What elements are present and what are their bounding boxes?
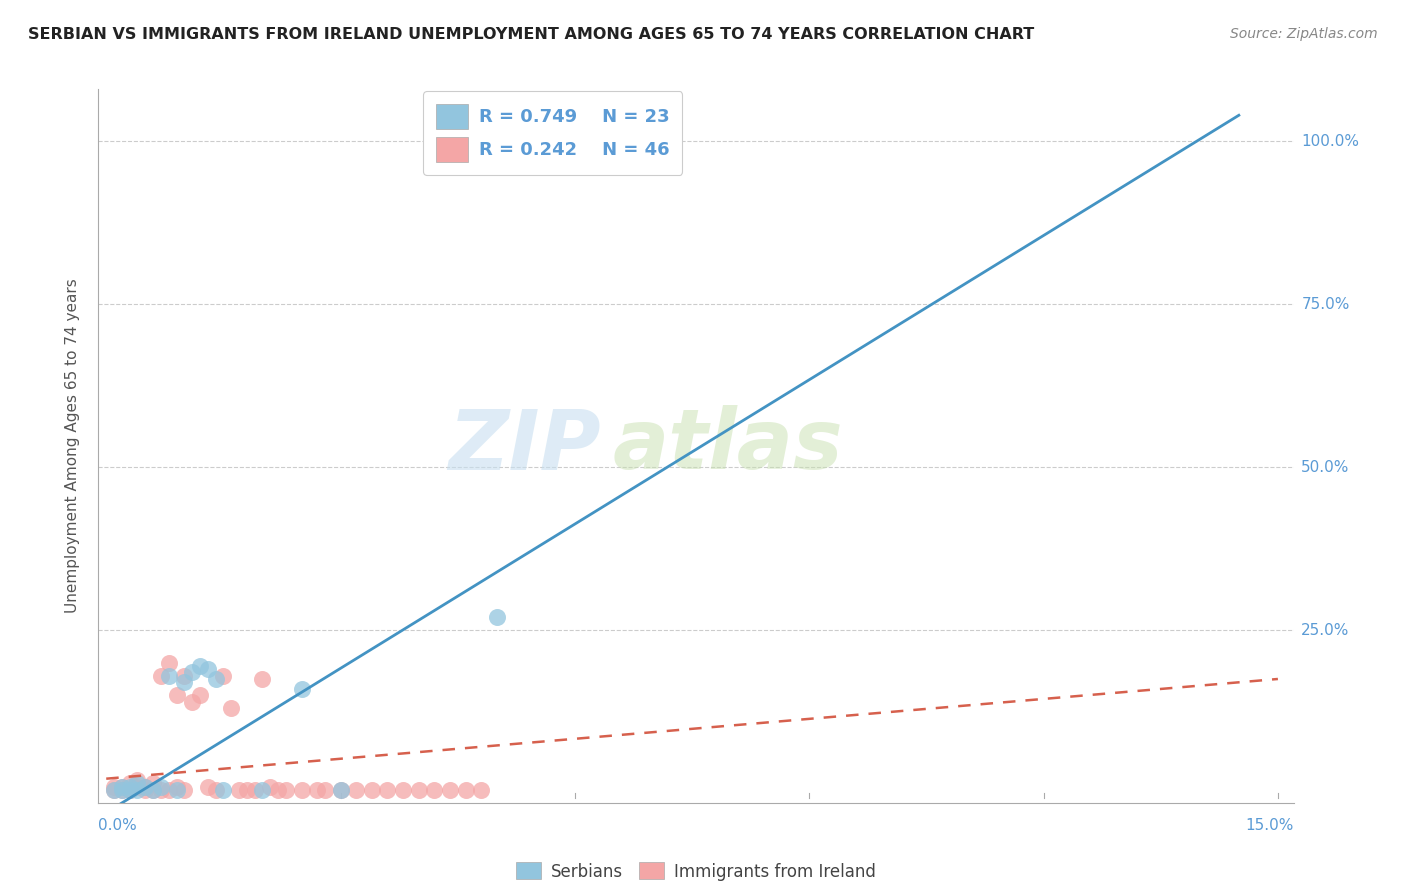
Point <box>157 656 180 670</box>
Point <box>149 669 172 683</box>
Point <box>204 782 226 797</box>
Point <box>485 610 508 624</box>
Point <box>377 782 399 797</box>
Text: 75.0%: 75.0% <box>1302 297 1350 312</box>
Point <box>252 672 274 686</box>
Point <box>197 780 219 794</box>
Text: 15.0%: 15.0% <box>1246 818 1294 833</box>
Point <box>228 782 250 797</box>
Point <box>166 782 188 797</box>
Point <box>252 782 274 797</box>
Point <box>439 782 461 797</box>
Point <box>181 695 204 709</box>
Point <box>423 782 446 797</box>
Point <box>127 780 149 794</box>
Point <box>118 782 141 797</box>
Point <box>111 780 134 794</box>
Point <box>344 782 367 797</box>
Point <box>329 782 352 797</box>
Point <box>290 681 312 696</box>
Point <box>157 669 180 683</box>
Point <box>360 782 382 797</box>
Point <box>134 780 156 794</box>
Point <box>127 782 149 797</box>
Point <box>166 780 188 794</box>
Point <box>157 782 180 797</box>
Point <box>142 782 165 797</box>
Point <box>127 776 149 790</box>
Point <box>658 134 681 148</box>
Point <box>111 782 134 797</box>
Point <box>111 780 134 794</box>
Text: 100.0%: 100.0% <box>1302 134 1360 149</box>
Text: Unemployment Among Ages 65 to 74 years: Unemployment Among Ages 65 to 74 years <box>65 278 80 614</box>
Point <box>118 776 141 790</box>
Point <box>188 659 211 673</box>
Point <box>173 675 195 690</box>
Point <box>408 782 430 797</box>
Text: ZIP: ZIP <box>447 406 600 486</box>
Point <box>243 782 266 797</box>
Point <box>188 688 211 702</box>
Point <box>329 782 352 797</box>
Text: 25.0%: 25.0% <box>1302 623 1350 638</box>
Point <box>212 782 235 797</box>
Point <box>181 665 204 680</box>
Point <box>134 780 156 794</box>
Point <box>118 780 141 794</box>
Text: atlas: atlas <box>612 406 844 486</box>
Point <box>103 780 125 794</box>
Point <box>142 776 165 790</box>
Point <box>149 782 172 797</box>
Point <box>166 688 188 702</box>
Point <box>127 772 149 787</box>
Text: Source: ZipAtlas.com: Source: ZipAtlas.com <box>1230 27 1378 41</box>
Text: 50.0%: 50.0% <box>1302 459 1350 475</box>
Legend: Serbians, Immigrants from Ireland: Serbians, Immigrants from Ireland <box>509 855 883 888</box>
Point <box>103 782 125 797</box>
Point <box>197 662 219 676</box>
Point <box>454 782 477 797</box>
Point <box>173 782 195 797</box>
Point <box>470 782 492 797</box>
Point <box>392 782 415 797</box>
Point <box>314 782 336 797</box>
Point <box>219 701 242 715</box>
Point <box>236 782 259 797</box>
Point <box>204 672 226 686</box>
Point <box>134 782 156 797</box>
Point <box>149 780 172 794</box>
Point <box>267 782 290 797</box>
Point <box>259 780 281 794</box>
Point <box>111 782 134 797</box>
Point <box>274 782 297 797</box>
Point <box>212 669 235 683</box>
Point <box>290 782 312 797</box>
Text: 0.0%: 0.0% <box>98 818 138 833</box>
Point <box>173 669 195 683</box>
Point <box>142 782 165 797</box>
Point <box>118 782 141 797</box>
Point <box>103 782 125 797</box>
Point <box>307 782 329 797</box>
Text: SERBIAN VS IMMIGRANTS FROM IRELAND UNEMPLOYMENT AMONG AGES 65 TO 74 YEARS CORREL: SERBIAN VS IMMIGRANTS FROM IRELAND UNEMP… <box>28 27 1035 42</box>
